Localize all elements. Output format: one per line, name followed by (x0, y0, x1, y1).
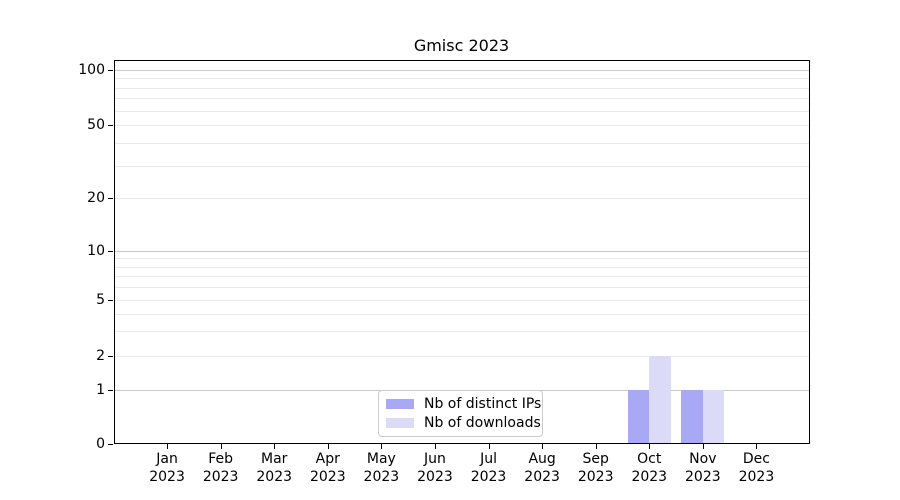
x-tick-label: Dec 2023 (728, 451, 784, 486)
y-tick-mark (108, 251, 113, 252)
legend-swatch-distinct-ips (386, 399, 414, 409)
y-tick-mark (108, 125, 113, 126)
x-tick-month: Oct (637, 451, 662, 467)
x-tick-mark (327, 444, 329, 449)
minor-gridline (114, 287, 809, 289)
x-tick-year: 2023 (417, 468, 453, 485)
x-tick-label: Apr 2023 (300, 451, 356, 486)
bar-distinct-ips (681, 390, 703, 443)
y-tick-mark (108, 356, 113, 357)
y-tick-mark (108, 198, 113, 199)
minor-gridline (114, 258, 809, 260)
x-tick-label: Mar 2023 (246, 451, 302, 486)
minor-gridline (114, 266, 809, 268)
y-tick-mark (108, 390, 113, 391)
x-tick-year: 2023 (577, 468, 614, 485)
legend-label-downloads: Nb of downloads (424, 415, 541, 431)
legend: Nb of distinct IPs Nb of downloads (378, 390, 543, 437)
x-tick-mark (595, 444, 597, 449)
minor-gridline (114, 98, 809, 100)
x-tick-year: 2023 (309, 468, 346, 485)
x-tick-month: May (366, 451, 396, 467)
x-tick-month: Sep (582, 451, 609, 467)
x-tick-year: 2023 (685, 468, 721, 485)
x-tick-year: 2023 (256, 468, 293, 485)
x-tick-year: 2023 (524, 468, 560, 485)
minor-gridline (114, 300, 809, 301)
y-tick-label: 5 (96, 292, 105, 308)
x-tick-year: 2023 (470, 468, 507, 485)
x-tick-label: Nov 2023 (675, 451, 731, 486)
minor-gridline (114, 110, 809, 112)
y-tick-label: 1 (96, 382, 105, 398)
x-tick-label: Feb 2023 (193, 451, 249, 486)
y-tick-label: 10 (87, 243, 105, 259)
x-tick-month: Feb (208, 451, 234, 467)
legend-item-distinct-ips: Nb of distinct IPs (386, 396, 541, 412)
y-tick-mark (108, 70, 113, 71)
x-tick-mark (381, 444, 383, 449)
bar-downloads (702, 390, 725, 443)
y-tick-label: 0 (96, 436, 105, 452)
minor-gridline (114, 87, 809, 89)
minor-gridline (114, 356, 809, 357)
y-tick-label: 20 (87, 190, 105, 206)
x-tick-month: Jan (156, 451, 178, 467)
y-tick-label: 50 (87, 117, 105, 133)
x-tick-month: Dec (742, 451, 770, 467)
x-tick-mark (756, 444, 758, 449)
y-tick-label: 2 (96, 348, 105, 364)
x-tick-year: 2023 (631, 468, 668, 485)
x-tick-year: 2023 (149, 468, 185, 485)
chart-title: Gmisc 2023 (413, 36, 510, 55)
major-gridline (114, 70, 809, 71)
plot-area (113, 60, 810, 444)
x-tick-mark (167, 444, 169, 449)
minor-gridline (114, 276, 809, 278)
x-tick-mark (649, 444, 651, 449)
x-tick-year: 2023 (363, 468, 400, 485)
x-tick-mark (434, 444, 436, 449)
y-tick-label: 100 (78, 62, 105, 78)
legend-item-downloads: Nb of downloads (386, 415, 541, 431)
x-tick-year: 2023 (738, 468, 775, 485)
minor-gridline (114, 331, 809, 333)
y-tick-mark (108, 300, 113, 301)
x-tick-month: Aug (528, 451, 556, 467)
minor-gridline (114, 78, 809, 80)
minor-gridline (114, 125, 809, 126)
x-tick-label: Sep 2023 (568, 451, 624, 486)
bar-distinct-ips (627, 390, 650, 443)
x-tick-label: Oct 2023 (621, 451, 677, 486)
minor-gridline (114, 165, 809, 167)
x-tick-label: Jul 2023 (461, 451, 517, 486)
x-tick-mark (220, 444, 222, 449)
x-tick-month: Mar (261, 451, 288, 467)
x-tick-year: 2023 (202, 468, 239, 485)
x-tick-mark (274, 444, 276, 449)
major-gridline (114, 251, 809, 252)
x-tick-month: Apr (315, 451, 340, 467)
bar-downloads (649, 356, 671, 443)
x-tick-month: Jun (424, 451, 446, 467)
minor-gridline (114, 142, 809, 144)
legend-label-distinct-ips: Nb of distinct IPs (424, 396, 542, 412)
x-tick-label: Aug 2023 (514, 451, 570, 486)
x-tick-month: Nov (689, 451, 717, 467)
x-tick-mark (702, 444, 704, 449)
y-tick-mark (108, 444, 113, 445)
x-tick-label: Jan 2023 (139, 451, 195, 486)
x-tick-month: Jul (480, 451, 497, 467)
x-tick-label: Jun 2023 (407, 451, 463, 486)
minor-gridline (114, 198, 809, 199)
x-tick-label: May 2023 (353, 451, 409, 486)
legend-swatch-downloads (386, 418, 414, 428)
minor-gridline (114, 313, 809, 315)
x-tick-mark (488, 444, 490, 449)
x-tick-mark (542, 444, 544, 449)
